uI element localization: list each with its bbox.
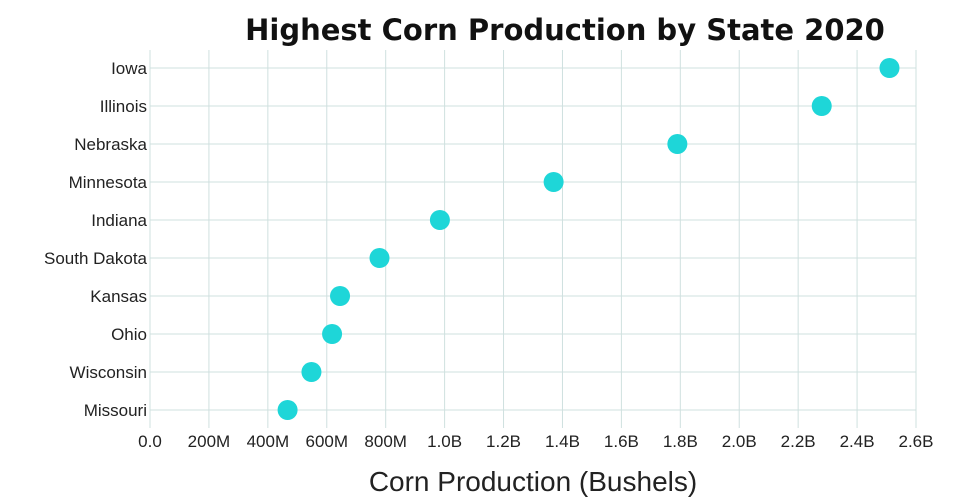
data-point-kansas[interactable]	[330, 286, 351, 306]
x-tick-label: 2.0B	[722, 432, 757, 451]
x-tick-label: 200M	[188, 432, 231, 451]
data-point-illinois[interactable]	[811, 96, 832, 116]
y-tick-label: Illinois	[100, 97, 147, 116]
y-axis-ticks: Iowa Illinois Nebraska Minnesota Indiana Sout…	[44, 59, 148, 420]
chart-title: Highest Corn Production by State 2020	[245, 13, 885, 47]
x-tick-label: 600M	[306, 432, 349, 451]
data-point-south-dakota[interactable]	[369, 248, 390, 268]
gridlines	[149, 50, 917, 428]
y-tick-label: Missouri	[84, 401, 147, 420]
data-point-iowa[interactable]	[879, 58, 900, 78]
data-point-ohio[interactable]	[322, 324, 343, 344]
x-tick-label: 1.8B	[663, 432, 698, 451]
data-point-nebraska[interactable]	[667, 134, 688, 154]
x-axis-ticks: 0.0 200M 400M 600M 800M 1.0B 1.2B 1.4B 1.6B 1.8B 2…	[138, 432, 933, 451]
x-tick-label: 0.0	[138, 432, 162, 451]
x-tick-label: 2.6B	[899, 432, 934, 451]
data-point-missouri[interactable]	[277, 400, 298, 420]
y-tick-label: Nebraska	[74, 135, 147, 154]
data-point-wisconsin[interactable]	[301, 362, 322, 382]
y-tick-label: Ohio	[111, 325, 147, 344]
x-tick-label: 800M	[364, 432, 407, 451]
y-tick-label: Iowa	[111, 59, 147, 78]
y-tick-label: Kansas	[90, 287, 147, 306]
x-tick-label: 1.6B	[604, 432, 639, 451]
y-tick-label: Indiana	[91, 211, 147, 230]
x-tick-label: 2.4B	[840, 432, 875, 451]
y-tick-label: Wisconsin	[70, 363, 147, 382]
x-tick-label: 400M	[247, 432, 290, 451]
y-tick-label: Minnesota	[69, 173, 148, 192]
x-tick-label: 1.2B	[486, 432, 521, 451]
x-tick-label: 1.4B	[545, 432, 580, 451]
data-points	[277, 58, 900, 420]
data-point-minnesota[interactable]	[543, 172, 564, 192]
x-tick-label: 1.0B	[427, 432, 462, 451]
x-axis-title: Corn Production (Bushels)	[369, 466, 697, 497]
y-tick-label: South Dakota	[44, 249, 148, 268]
x-tick-label: 2.2B	[781, 432, 816, 451]
data-point-indiana[interactable]	[429, 210, 450, 230]
